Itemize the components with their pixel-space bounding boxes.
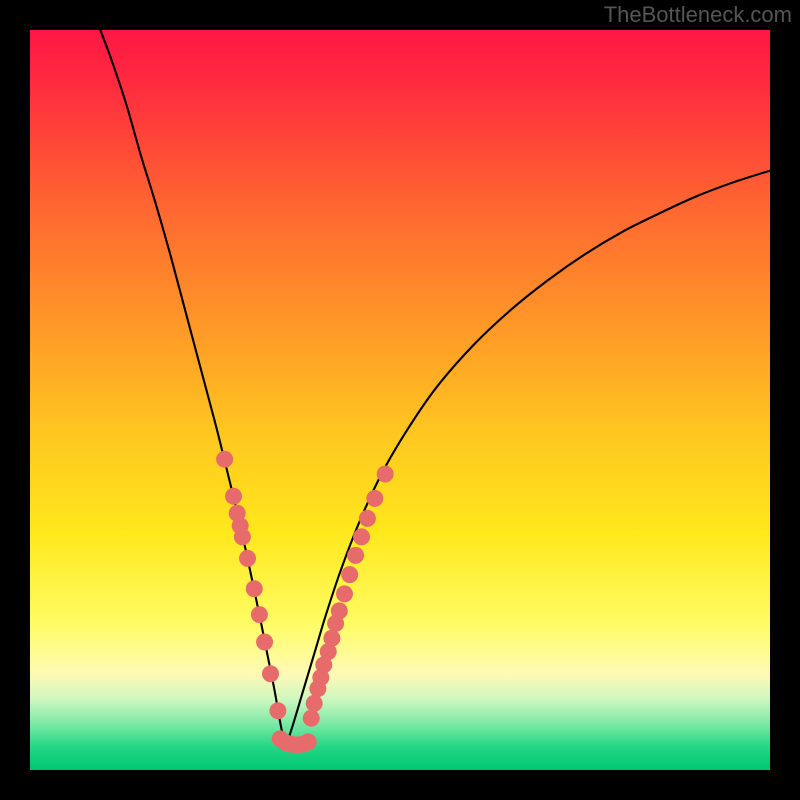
data-point-dot <box>377 466 394 483</box>
data-point-dot <box>256 633 273 650</box>
data-point-dot <box>347 547 364 564</box>
watermark-text: TheBottleneck.com <box>604 2 792 28</box>
data-point-dot <box>216 451 233 468</box>
data-point-dot <box>331 602 348 619</box>
data-point-dot <box>234 528 251 545</box>
data-point-dot <box>225 488 242 505</box>
chart-plot-area <box>30 30 770 770</box>
data-point-dot <box>246 580 263 597</box>
data-point-dot <box>300 733 317 750</box>
chart-background-gradient <box>30 30 770 770</box>
data-point-dot <box>323 630 340 647</box>
data-point-dot <box>262 665 279 682</box>
data-point-dot <box>359 510 376 527</box>
data-point-dot <box>269 702 286 719</box>
data-point-dot <box>341 566 358 583</box>
data-point-dot <box>366 490 383 507</box>
data-point-dot <box>306 695 323 712</box>
data-point-dot <box>251 606 268 623</box>
data-point-dot <box>239 550 256 567</box>
data-point-dot <box>303 710 320 727</box>
data-point-dot <box>353 528 370 545</box>
data-point-dot <box>336 585 353 602</box>
bottleneck-curve-chart <box>30 30 770 770</box>
